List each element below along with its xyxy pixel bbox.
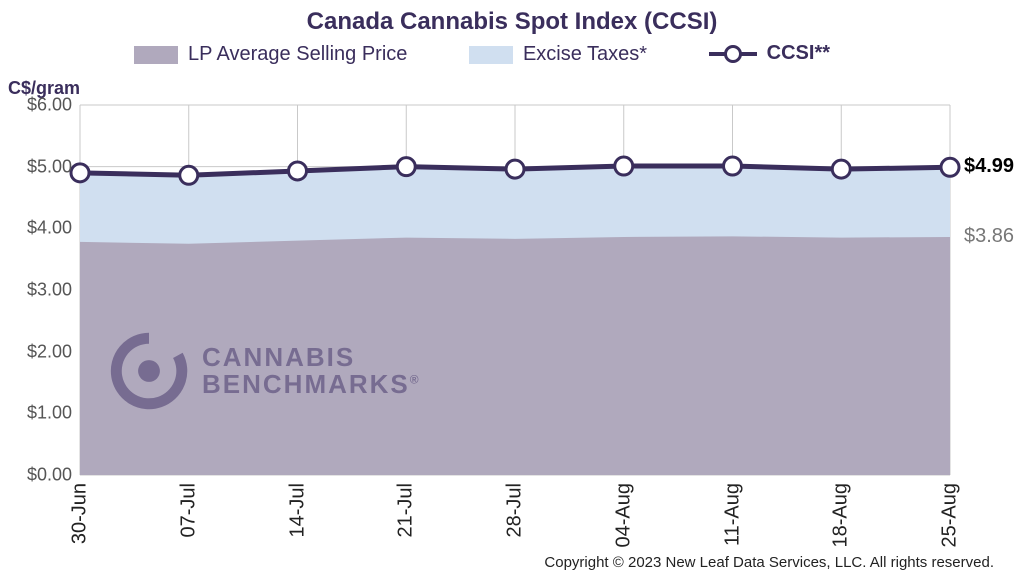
legend-label-lp: LP Average Selling Price — [188, 43, 407, 66]
value-annotation: $4.99 — [964, 155, 1014, 178]
watermark: CANNABIS BENCHMARKS® — [110, 332, 421, 410]
x-tick-label: 25-Aug — [939, 483, 962, 548]
y-tick-label: $3.00 — [27, 280, 72, 301]
watermark-line2: BENCHMARKS — [202, 369, 410, 399]
y-tick-label: $1.00 — [27, 403, 72, 424]
watermark-reg: ® — [410, 372, 421, 386]
watermark-text: CANNABIS BENCHMARKS® — [202, 344, 421, 399]
x-tick-label: 07-Jul — [177, 483, 200, 537]
x-tick-label: 30-Jun — [69, 483, 92, 544]
x-tick-label: 04-Aug — [612, 483, 635, 548]
y-tick-label: $5.00 — [27, 156, 72, 177]
value-annotation: $3.86 — [964, 225, 1014, 248]
copyright-text: Copyright © 2023 New Leaf Data Services,… — [544, 554, 994, 571]
y-tick-label: $0.00 — [27, 465, 72, 486]
legend: LP Average Selling Price Excise Taxes* C… — [0, 42, 964, 70]
x-tick-label: 28-Jul — [504, 483, 527, 537]
chart-container: Canada Cannabis Spot Index (CCSI) LP Ave… — [0, 0, 1024, 577]
legend-swatch-lp — [134, 46, 178, 64]
chart-title: Canada Cannabis Spot Index (CCSI) — [0, 8, 1024, 36]
x-tick-label: 18-Aug — [830, 483, 853, 548]
watermark-logo-icon — [110, 332, 188, 410]
plot-svg — [80, 105, 950, 475]
y-tick-label: $6.00 — [27, 95, 72, 116]
x-tick-label: 14-Jul — [286, 483, 309, 537]
legend-swatch-excise — [469, 46, 513, 64]
legend-marker-ccsi — [709, 44, 757, 64]
x-tick-label: 21-Jul — [395, 483, 418, 537]
y-tick-label: $4.00 — [27, 218, 72, 239]
y-tick-label: $2.00 — [27, 341, 72, 362]
legend-item-ccsi: CCSI** — [709, 42, 830, 65]
legend-label-ccsi: CCSI** — [767, 42, 830, 65]
legend-label-excise: Excise Taxes* — [523, 43, 647, 66]
watermark-line1: CANNABIS — [202, 342, 355, 372]
x-tick-label: 11-Aug — [721, 483, 744, 546]
legend-item-lp: LP Average Selling Price — [134, 43, 407, 66]
plot-area: $0.00$1.00$2.00$3.00$4.00$5.00$6.0030-Ju… — [80, 105, 950, 475]
legend-item-excise: Excise Taxes* — [469, 43, 647, 66]
legend-marker-dot — [724, 45, 742, 63]
